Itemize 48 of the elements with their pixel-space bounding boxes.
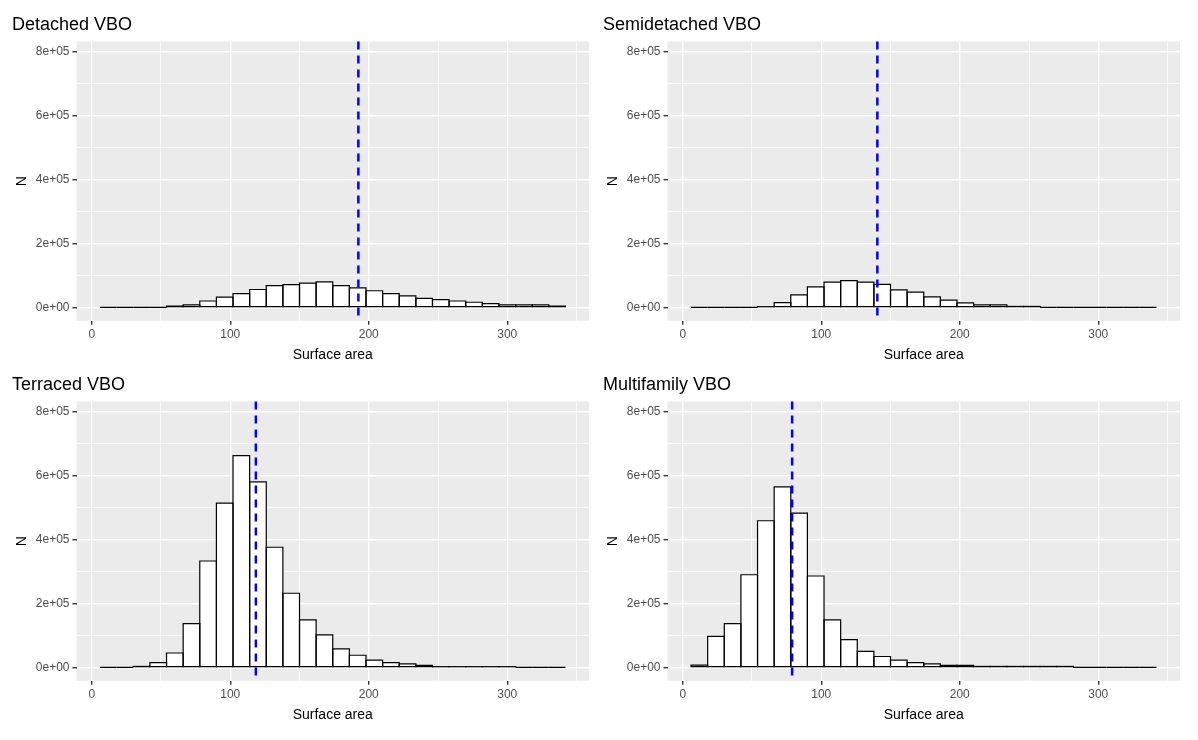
y-tick-label: 2e+05: [35, 235, 70, 250]
chart-title: Semidetached VBO: [603, 13, 762, 34]
x-tick-label: 200: [358, 687, 380, 702]
x-tick-label: 300: [1088, 327, 1109, 342]
x-tick-label: 300: [1088, 687, 1109, 702]
x-axis-title: Surface area: [292, 346, 374, 363]
x-tick-label: 0: [679, 327, 687, 342]
y-tick-label: 4e+05: [35, 531, 70, 546]
x-tick-label: 0: [679, 687, 687, 702]
chart-title: Detached VBO: [12, 13, 133, 34]
y-tick-label: 4e+05: [626, 531, 661, 546]
y-tick-label: 0e+00: [626, 659, 661, 674]
x-tick-label: 0: [88, 687, 96, 702]
y-tick-label: 6e+05: [626, 468, 661, 483]
x-tick-label: 300: [497, 687, 518, 702]
y-tick-label: 6e+05: [35, 468, 70, 483]
x-tick-label: 100: [220, 327, 241, 342]
x-tick-label: 100: [811, 327, 832, 342]
x-axis-title: Surface area: [883, 346, 965, 363]
x-tick-label: 100: [220, 687, 241, 702]
y-tick-label: 2e+05: [626, 235, 661, 250]
y-tick-label: 6e+05: [35, 108, 70, 123]
x-tick-label: 200: [949, 327, 971, 342]
y-tick-label: 2e+05: [35, 595, 70, 610]
y-tick-label: 0e+00: [35, 659, 70, 674]
y-tick-label: 8e+05: [35, 404, 70, 419]
y-axis-title: N: [13, 176, 30, 187]
y-tick-label: 0e+00: [626, 299, 661, 314]
y-tick-label: 8e+05: [626, 44, 661, 59]
x-axis-title: Surface area: [883, 706, 965, 723]
y-tick-label: 2e+05: [626, 595, 661, 610]
y-axis-title: N: [13, 536, 30, 547]
y-tick-label: 4e+05: [35, 171, 70, 186]
x-tick-label: 200: [949, 687, 971, 702]
y-axis-title: N: [604, 176, 621, 187]
chart-title: Multifamily VBO: [603, 373, 732, 394]
x-tick-label: 200: [358, 327, 380, 342]
x-tick-label: 300: [497, 327, 518, 342]
y-tick-label: 4e+05: [626, 171, 661, 186]
x-tick-label: 0: [88, 327, 96, 342]
y-tick-label: 0e+00: [35, 299, 70, 314]
y-axis-title: N: [604, 536, 621, 547]
y-tick-label: 8e+05: [35, 44, 70, 59]
x-axis-title: Surface area: [292, 706, 374, 723]
y-tick-label: 6e+05: [626, 108, 661, 123]
x-tick-label: 100: [811, 687, 832, 702]
y-tick-label: 8e+05: [626, 404, 661, 419]
chart-title: Terraced VBO: [12, 373, 126, 394]
